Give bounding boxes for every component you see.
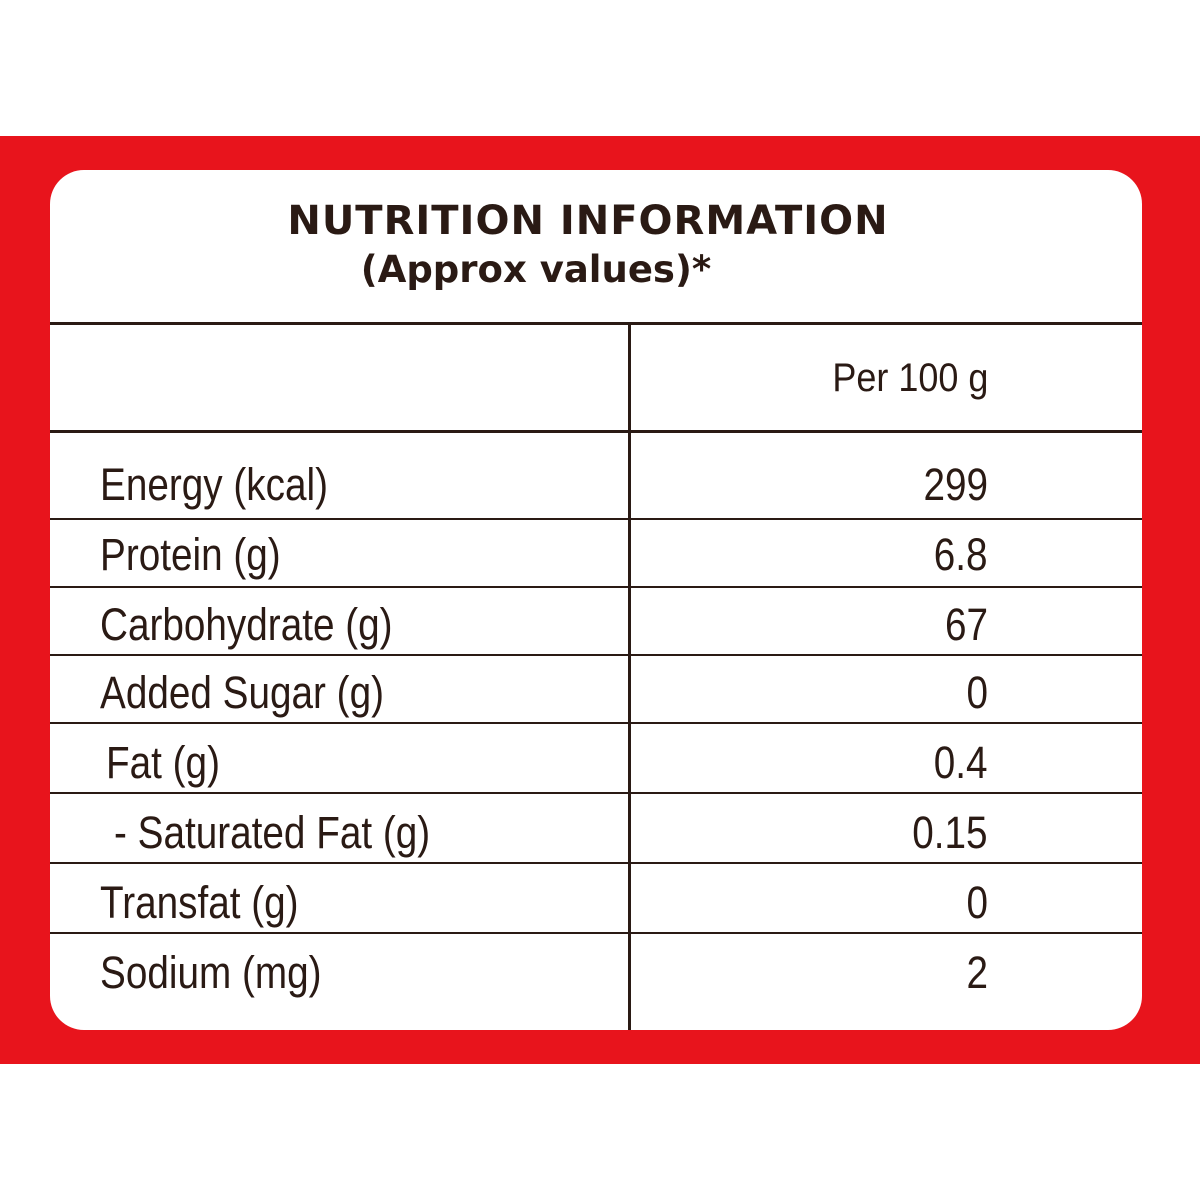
row-value-added-sugar: 0 (966, 667, 988, 718)
row-value-carbohydrate: 67 (944, 599, 988, 650)
row-rule (50, 586, 1142, 588)
row-name-added-sugar: Added Sugar (g) (100, 667, 384, 718)
row-name-sodium: Sodium (mg) (100, 947, 322, 998)
label-title: NUTRITION INFORMATION (287, 198, 889, 244)
column-header-per-100g: Per 100 g (831, 356, 988, 400)
column-divider (628, 322, 631, 1030)
row-name-carbohydrate: Carbohydrate (g) (100, 599, 393, 650)
row-value-sodium: 2 (966, 947, 988, 998)
row-name-fat: Fat (g) (106, 737, 220, 788)
row-rule (50, 792, 1142, 794)
row-rule (50, 518, 1142, 520)
row-value-transfat: 0 (966, 877, 988, 928)
row-value-protein: 6.8 (934, 529, 988, 580)
row-rule (50, 862, 1142, 864)
row-rule (50, 932, 1142, 934)
row-value-energy: 299 (923, 459, 988, 510)
row-rule (50, 722, 1142, 724)
nutrition-label-card: NUTRITION INFORMATION (Approx values)* P… (50, 170, 1142, 1030)
table-top-rule (50, 322, 1142, 325)
row-value-fat: 0.4 (934, 737, 988, 788)
row-rule (50, 654, 1142, 656)
row-name-energy: Energy (kcal) (100, 459, 328, 510)
row-name-transfat: Transfat (g) (100, 877, 299, 928)
header-rule (50, 430, 1142, 433)
row-value-saturated-fat: 0.15 (912, 807, 988, 858)
row-name-saturated-fat: - Saturated Fat (g) (114, 807, 431, 858)
row-name-protein: Protein (g) (100, 529, 281, 580)
label-subtitle: (Approx values)* (360, 248, 712, 291)
